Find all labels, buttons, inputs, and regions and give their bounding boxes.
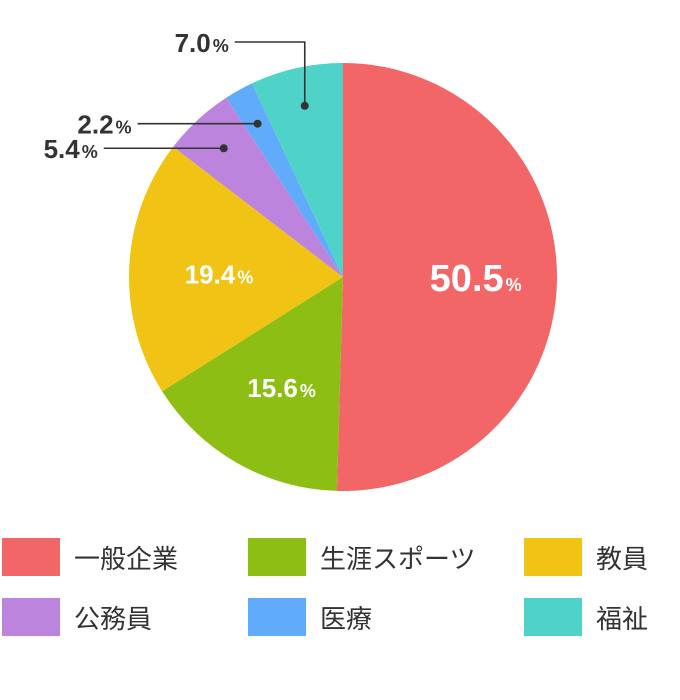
- legend-item-ippan-kigyo: 一般企業: [2, 538, 178, 576]
- legend-swatch: [2, 538, 60, 576]
- pie-slice: [251, 63, 343, 277]
- legend-swatch: [248, 598, 306, 636]
- legend-item-iryo: 医療: [248, 598, 372, 636]
- data-labels: 50.5 %15.6 %19.4 %5.4 %2.2 %7.0%: [44, 28, 522, 403]
- slice-value-label: 7.0%: [175, 28, 229, 58]
- slice-unit: %: [237, 267, 253, 287]
- slice-value-label: 19.4%: [185, 259, 254, 289]
- pie-slices: [128, 63, 558, 492]
- pie-slice: [336, 63, 558, 492]
- legend-item-komuin: 公務員: [2, 598, 152, 636]
- leader-dot: [219, 144, 228, 153]
- leader-dot: [253, 119, 262, 128]
- legend-swatch: [248, 538, 306, 576]
- legend-swatch: [524, 538, 582, 576]
- slice-unit: %: [506, 275, 522, 295]
- slice-value: 50.5: [430, 258, 504, 300]
- legend-item-shogai-sports: 生涯スポーツ: [248, 538, 475, 576]
- pie-slice: [173, 97, 343, 277]
- pie-slice: [128, 146, 343, 392]
- slice-value: 15.6: [247, 373, 298, 403]
- slice-value-label: 5.4%: [44, 134, 98, 164]
- slice-unit: %: [116, 118, 132, 138]
- slice-value-label: 50.5%: [430, 258, 522, 300]
- slice-value: 2.2: [77, 110, 113, 140]
- slice-value-label: 15.6%: [247, 373, 316, 403]
- slice-value: 5.4: [44, 134, 81, 164]
- slice-value: 7.0: [175, 28, 211, 58]
- slice-value: 19.4: [185, 259, 236, 289]
- legend-label: 公務員: [74, 604, 153, 635]
- legend-item-fukushi: 福祉: [524, 598, 648, 636]
- slice-unit: %: [300, 381, 316, 401]
- slice-value-label: 2.2%: [77, 110, 131, 140]
- legend-swatch: [2, 598, 60, 636]
- slice-unit: %: [82, 142, 98, 162]
- leader-line: [234, 41, 306, 106]
- legend-label: 生涯スポーツ: [320, 544, 476, 575]
- legend-swatch: [524, 598, 582, 636]
- leader-lines: [103, 41, 309, 153]
- leader-dot: [300, 101, 309, 110]
- slice-unit: %: [213, 36, 229, 56]
- pie-slice: [226, 83, 343, 277]
- legend-item-kyoin: 教員: [524, 538, 648, 576]
- legend-label: 福祉: [596, 604, 649, 635]
- legend-label: 一般企業: [74, 544, 179, 575]
- legend-label: 教員: [596, 544, 649, 575]
- pie-slice: [162, 277, 343, 491]
- legend-label: 医療: [320, 604, 373, 635]
